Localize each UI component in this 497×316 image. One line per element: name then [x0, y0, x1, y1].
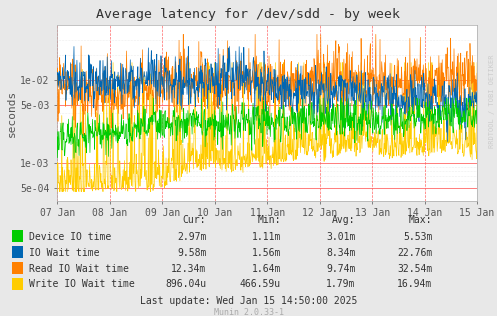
- Text: 16.94m: 16.94m: [397, 279, 432, 289]
- Text: 3.01m: 3.01m: [326, 232, 355, 242]
- Y-axis label: seconds: seconds: [7, 89, 17, 137]
- Text: 1.56m: 1.56m: [251, 248, 281, 258]
- Text: 22.76m: 22.76m: [397, 248, 432, 258]
- Text: Munin 2.0.33-1: Munin 2.0.33-1: [214, 308, 283, 316]
- Text: 1.11m: 1.11m: [251, 232, 281, 242]
- Text: Read IO Wait time: Read IO Wait time: [29, 264, 129, 274]
- Text: Write IO Wait time: Write IO Wait time: [29, 279, 135, 289]
- Text: 466.59u: 466.59u: [240, 279, 281, 289]
- Text: 1.64m: 1.64m: [251, 264, 281, 274]
- Text: Average latency for /dev/sdd - by week: Average latency for /dev/sdd - by week: [96, 8, 401, 21]
- Text: Max:: Max:: [409, 215, 432, 225]
- Text: 1.79m: 1.79m: [326, 279, 355, 289]
- Text: 9.74m: 9.74m: [326, 264, 355, 274]
- Text: 2.97m: 2.97m: [177, 232, 206, 242]
- Text: 5.53m: 5.53m: [403, 232, 432, 242]
- Text: RRDTOOL / TOBI OETIKER: RRDTOOL / TOBI OETIKER: [489, 54, 495, 148]
- Text: Min:: Min:: [257, 215, 281, 225]
- Text: 32.54m: 32.54m: [397, 264, 432, 274]
- Text: Cur:: Cur:: [183, 215, 206, 225]
- Text: 896.04u: 896.04u: [165, 279, 206, 289]
- Text: 8.34m: 8.34m: [326, 248, 355, 258]
- Text: IO Wait time: IO Wait time: [29, 248, 100, 258]
- Text: Last update: Wed Jan 15 14:50:00 2025: Last update: Wed Jan 15 14:50:00 2025: [140, 296, 357, 306]
- Text: 9.58m: 9.58m: [177, 248, 206, 258]
- Text: Avg:: Avg:: [332, 215, 355, 225]
- Text: Device IO time: Device IO time: [29, 232, 111, 242]
- Text: 12.34m: 12.34m: [171, 264, 206, 274]
